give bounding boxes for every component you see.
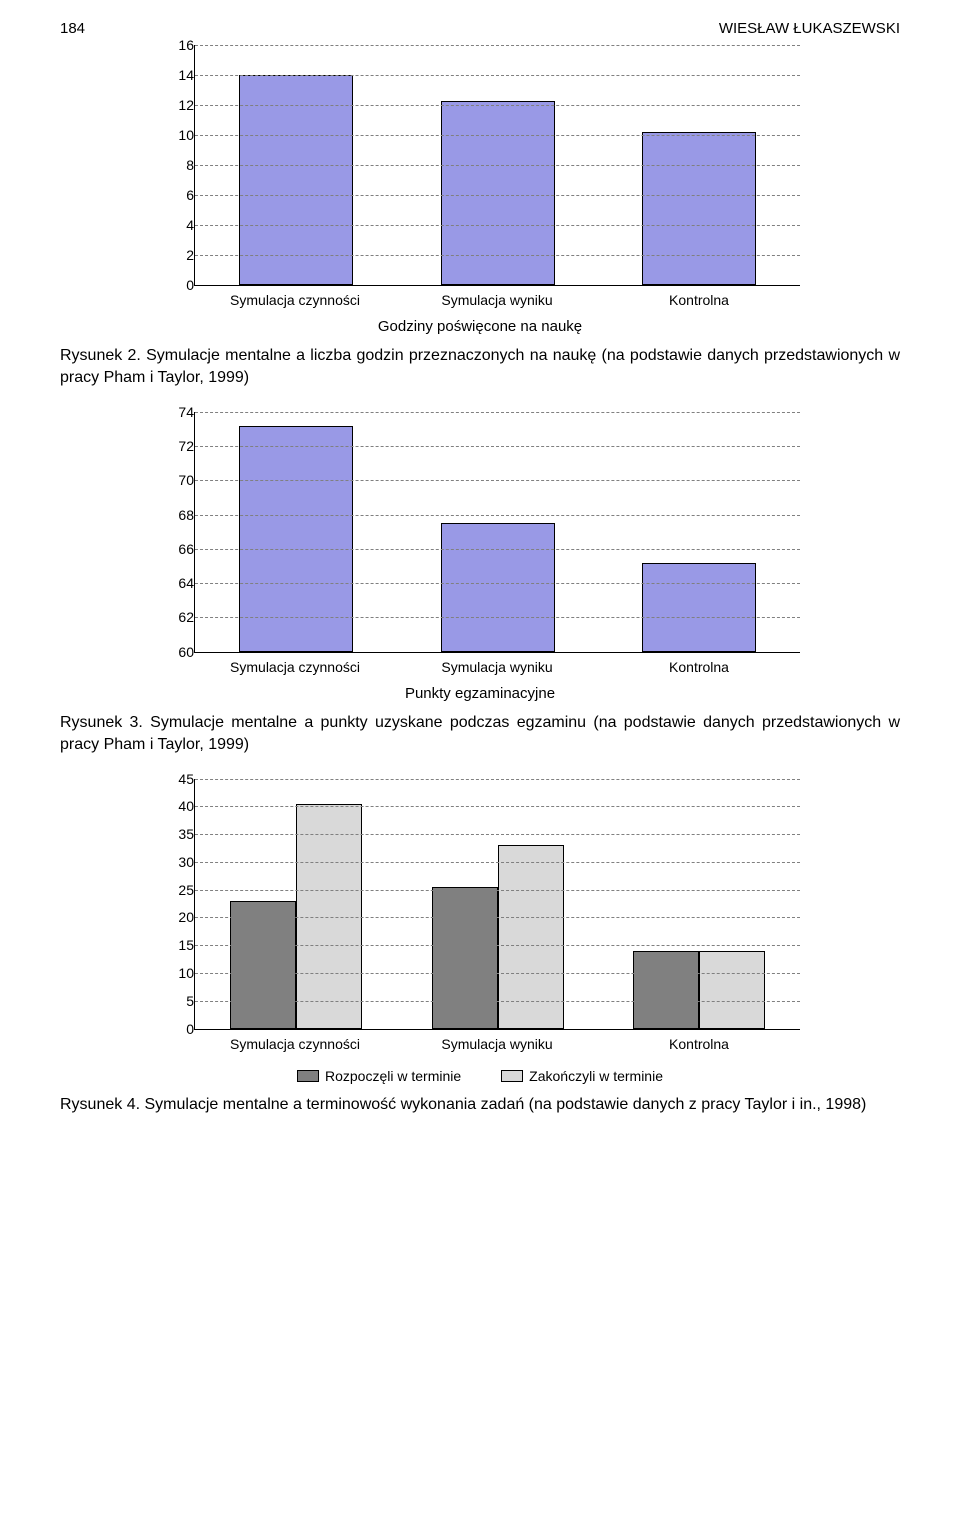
x-label: Kontrolna [598,659,800,675]
grid-line [195,779,800,780]
grid-line [195,105,800,106]
chart-2: 7472706866646260 Symulacja czynnościSymu… [160,412,800,702]
bar [432,887,498,1029]
grid-line [195,862,800,863]
chart-1-y-axis: 1614121086420 [160,45,194,285]
grid-line [195,945,800,946]
chart-2-plot [194,412,800,653]
grid-line [195,973,800,974]
chart-3: 454035302520151050 Symulacja czynnościSy… [160,779,800,1084]
grid-line [195,446,800,447]
grid-line [195,806,800,807]
x-label: Symulacja czynności [194,292,396,308]
bar [699,951,765,1029]
grid-line [195,1001,800,1002]
legend-label: Zakończyli w terminie [529,1068,663,1084]
bar [642,132,756,285]
grid-line [195,617,800,618]
chart-2-x-labels: Symulacja czynnościSymulacja wynikuKontr… [194,659,800,675]
chart-1: 1614121086420 Symulacja czynnościSymulac… [160,45,800,335]
chart-1-plot [194,45,800,286]
bar-slot [397,412,599,652]
grid-line [195,225,800,226]
x-label: Symulacja czynności [194,1036,396,1052]
chart-3-legend: Rozpoczęli w terminie Zakończyli w termin… [160,1068,800,1084]
x-label: Symulacja wyniku [396,659,598,675]
x-label: Symulacja wyniku [396,292,598,308]
chart-3-y-axis: 454035302520151050 [160,779,194,1029]
group-slot [195,779,397,1029]
author-name: WIESŁAW ŁUKASZEWSKI [719,20,900,37]
chart-1-x-labels: Symulacja czynnościSymulacja wynikuKontr… [194,292,800,308]
x-label: Kontrolna [598,1036,800,1052]
caption-3: Rysunek 4. Symulacje mentalne a terminow… [60,1094,900,1116]
group-slot [397,779,599,1029]
grid-line [195,917,800,918]
grid-line [195,135,800,136]
grid-line [195,165,800,166]
bar [441,101,555,286]
legend-label: Rozpoczęli w terminie [325,1068,461,1084]
chart-2-axis-title: Punkty egzaminacyjne [160,685,800,702]
grid-line [195,834,800,835]
bar [633,951,699,1029]
legend-item: Zakończyli w terminie [501,1068,663,1084]
grid-line [195,45,800,46]
bar [642,563,756,652]
x-label: Symulacja wyniku [396,1036,598,1052]
grid-line [195,195,800,196]
grid-line [195,515,800,516]
bar [296,804,362,1029]
grid-line [195,412,800,413]
group-slot [598,779,800,1029]
grid-line [195,255,800,256]
x-label: Symulacja czynności [194,659,396,675]
chart-2-y-axis: 7472706866646260 [160,412,194,652]
grid-line [195,75,800,76]
caption-2: Rysunek 3. Symulacje mentalne a punkty u… [60,712,900,757]
caption-1: Rysunek 2. Symulacje mentalne a liczba g… [60,345,900,390]
grid-line [195,890,800,891]
legend-swatch [297,1070,319,1082]
grid-line [195,480,800,481]
bar [239,75,353,285]
legend-item: Rozpoczęli w terminie [297,1068,461,1084]
x-label: Kontrolna [598,292,800,308]
grid-line [195,583,800,584]
chart-3-x-labels: Symulacja czynnościSymulacja wynikuKontr… [194,1036,800,1052]
grid-line [195,549,800,550]
bar-slot [598,412,800,652]
bar [441,523,555,652]
legend-swatch [501,1070,523,1082]
page-number: 184 [60,20,85,37]
bar-slot [195,412,397,652]
chart-1-axis-title: Godziny poświęcone na naukę [160,318,800,335]
chart-3-plot [194,779,800,1030]
bar [230,901,296,1029]
